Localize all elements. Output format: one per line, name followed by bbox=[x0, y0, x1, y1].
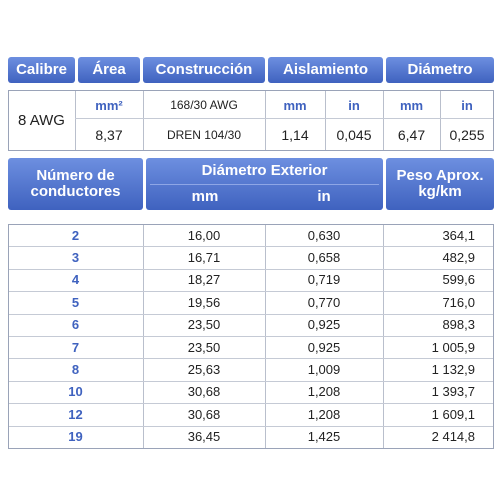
conductores: 2 bbox=[71, 227, 80, 243]
area-value: 8,37 bbox=[95, 126, 123, 143]
header-text: mm bbox=[191, 188, 219, 205]
header-text: in bbox=[317, 188, 331, 205]
value: 0,045 bbox=[336, 126, 372, 143]
diametro-in: 0,925 bbox=[307, 339, 341, 355]
diametro-in: 0,925 bbox=[307, 317, 341, 333]
diametro-mm: 23,50 bbox=[187, 317, 221, 333]
divider bbox=[9, 425, 493, 427]
peso: 482,9 bbox=[442, 250, 475, 266]
peso: 1 609,1 bbox=[431, 406, 475, 422]
divider bbox=[9, 336, 493, 337]
divider bbox=[9, 380, 493, 382]
divider bbox=[9, 358, 493, 360]
unit: mm bbox=[399, 97, 424, 113]
header-text: Diámetro Exterior bbox=[201, 162, 328, 179]
diametro-in: 0,770 bbox=[307, 294, 341, 310]
diametro-mm: 25,63 bbox=[187, 362, 221, 378]
calibre: 8 AWG bbox=[18, 112, 65, 129]
diametro-mm: 23,50 bbox=[187, 339, 221, 355]
value: 1,14 bbox=[281, 126, 309, 143]
divider bbox=[383, 91, 384, 150]
divider bbox=[9, 403, 493, 405]
diametro-mm: 16,71 bbox=[187, 250, 221, 266]
unit: in bbox=[348, 97, 360, 113]
divider bbox=[150, 184, 379, 185]
conductores: 4 bbox=[71, 272, 80, 288]
diametro-in: 0,630 bbox=[307, 227, 341, 243]
header-cell: Área bbox=[78, 57, 140, 83]
peso: 898,3 bbox=[442, 317, 475, 333]
divider bbox=[75, 118, 493, 119]
value: 0,255 bbox=[449, 126, 485, 143]
diametro-in: 1,208 bbox=[307, 406, 341, 422]
area-unit: mm² bbox=[95, 97, 123, 113]
diametro-in: 1,208 bbox=[307, 384, 341, 400]
divider bbox=[265, 91, 266, 150]
conductores: 8 bbox=[71, 362, 80, 378]
diametro-mm: 30,68 bbox=[187, 384, 221, 400]
diametro-in: 1,009 bbox=[307, 362, 341, 378]
conductores: 12 bbox=[68, 406, 83, 422]
divider bbox=[75, 91, 76, 150]
peso: 2 414,8 bbox=[431, 429, 475, 445]
value: 6,47 bbox=[397, 126, 426, 143]
divider bbox=[9, 246, 493, 248]
diametro-mm: 16,00 bbox=[187, 227, 221, 243]
header-cell: Calibre bbox=[8, 57, 75, 83]
diametro-in: 0,658 bbox=[307, 250, 341, 266]
diametro-in: 0,719 bbox=[307, 272, 341, 288]
conductores: 3 bbox=[71, 250, 80, 266]
conductores: 6 bbox=[71, 317, 80, 333]
header-cell: Aislamiento bbox=[268, 57, 383, 83]
construccion: 168/30 AWG bbox=[170, 98, 238, 112]
header-cell: Diámetro bbox=[386, 57, 494, 83]
conductores: 19 bbox=[68, 429, 83, 445]
diametro-mm: 30,68 bbox=[187, 406, 221, 422]
construccion: DREN 104/30 bbox=[166, 127, 242, 142]
peso: 716,0 bbox=[442, 294, 475, 310]
divider bbox=[143, 91, 144, 150]
unit: in bbox=[461, 97, 473, 113]
unit: mm bbox=[283, 97, 307, 113]
top-body bbox=[8, 90, 494, 151]
peso: 1 132,9 bbox=[431, 362, 475, 378]
divider bbox=[9, 313, 493, 315]
divider bbox=[440, 91, 441, 150]
peso: 364,1 bbox=[442, 227, 475, 243]
peso: 599,6 bbox=[442, 272, 475, 288]
divider bbox=[9, 268, 493, 270]
header-cell: Construcción bbox=[143, 57, 265, 83]
divider bbox=[325, 91, 326, 150]
header-cell: Número de conductores bbox=[8, 158, 143, 210]
divider bbox=[9, 291, 493, 293]
conductores: 7 bbox=[71, 339, 80, 355]
diametro-mm: 36,45 bbox=[187, 429, 221, 445]
diametro-mm: 18,27 bbox=[187, 272, 221, 288]
diametro-mm: 19,56 bbox=[187, 294, 221, 310]
header-cell: Peso Aprox. kg/km bbox=[386, 158, 494, 210]
peso: 1 393,7 bbox=[431, 384, 475, 400]
conductores: 5 bbox=[71, 294, 80, 310]
conductores: 10 bbox=[68, 384, 83, 400]
diametro-in: 1,425 bbox=[307, 429, 341, 445]
peso: 1 005,9 bbox=[431, 339, 475, 355]
